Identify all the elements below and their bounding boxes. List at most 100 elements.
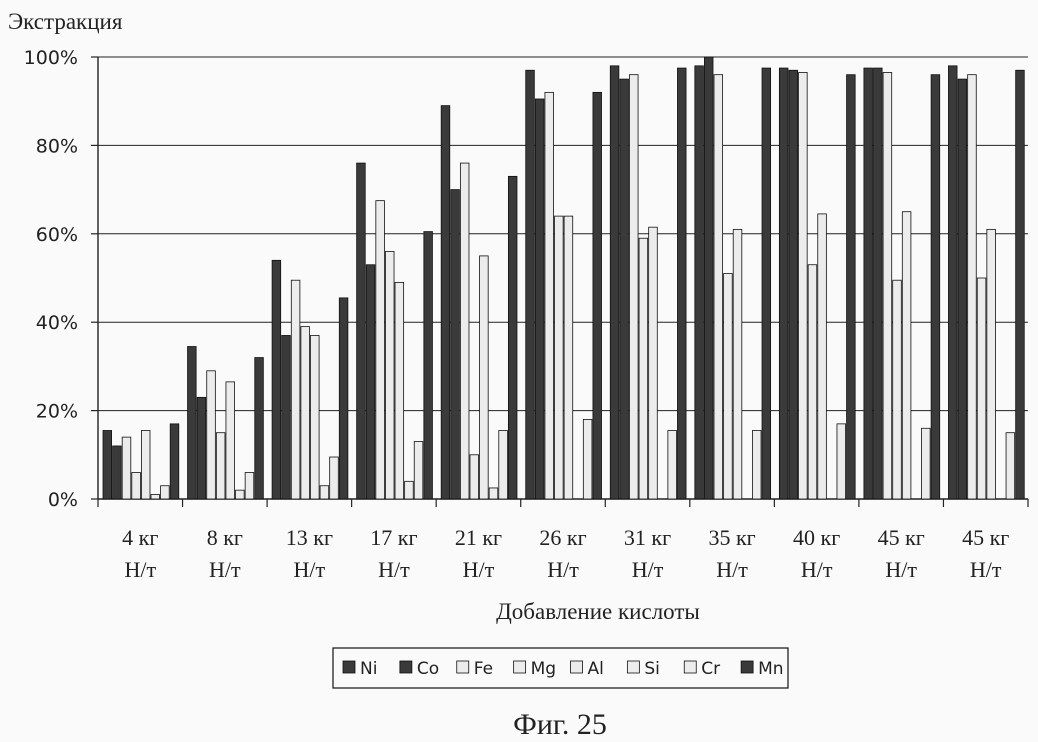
legend-label-cr: Cr (701, 659, 720, 679)
x-tick-label: Н/т (632, 557, 664, 582)
x-tick-label: 45 кг (962, 525, 1009, 550)
bar-fe (714, 75, 723, 499)
bar-mg (724, 274, 733, 499)
bar-co (113, 446, 122, 499)
y-axis-label: Экстракция (8, 9, 123, 34)
bar-cr (499, 430, 508, 499)
x-tick-label: Н/т (885, 557, 917, 582)
figure-caption: Фиг. 25 (513, 708, 607, 741)
x-tick-label: Н/т (124, 557, 156, 582)
x-tick-label: Н/т (970, 557, 1002, 582)
bar-mn (931, 75, 940, 499)
bar-co (535, 99, 544, 499)
x-tick-label: Н/т (463, 557, 495, 582)
bar-al (649, 227, 658, 499)
bar-al (733, 229, 742, 499)
bar-al (480, 256, 489, 499)
bar-co (366, 265, 375, 499)
x-tick-label: Н/т (378, 557, 410, 582)
legend-label-mn: Mn (758, 659, 783, 679)
legend-swatch-ni (343, 661, 355, 673)
x-tick-label: Н/т (209, 557, 241, 582)
x-tick-label: 13 кг (286, 525, 333, 550)
bar-mg (555, 216, 564, 499)
bar-si (151, 495, 160, 499)
bar-al (564, 216, 573, 499)
bar-ni (272, 260, 281, 499)
bar-mg (808, 265, 817, 499)
x-tick-label: 31 кг (624, 525, 671, 550)
x-tick-label: 8 кг (207, 525, 243, 550)
bar-fe (122, 437, 131, 499)
y-tick-label: 100% (24, 47, 78, 69)
bar-al (310, 335, 319, 499)
x-tick-label: 40 кг (793, 525, 840, 550)
bar-co (958, 79, 967, 499)
legend-label-fe: Fe (474, 659, 493, 679)
y-tick-label: 60% (36, 224, 78, 246)
bar-mg (639, 238, 648, 499)
legend-label-ni: Ni (360, 659, 377, 679)
bar-ni (695, 66, 704, 499)
legend-swatch-al (571, 661, 583, 673)
bar-si (489, 488, 498, 499)
bar-co (789, 70, 798, 499)
bar-mg (132, 472, 141, 499)
bar-mg (216, 433, 225, 499)
x-tick-label: 26 кг (539, 525, 586, 550)
x-tick-label: 4 кг (122, 525, 158, 550)
bar-mg (893, 280, 902, 499)
legend-swatch-co (400, 661, 412, 673)
y-tick-label: 40% (36, 312, 78, 334)
bar-mn (847, 75, 856, 499)
bar-mn (762, 68, 771, 499)
bar-cr (922, 428, 931, 499)
bar-ni (948, 66, 957, 499)
bar-mn (424, 232, 433, 499)
bar-fe (629, 75, 638, 499)
y-tick-label: 80% (36, 135, 78, 157)
bar-si (236, 490, 245, 499)
bar-fe (799, 72, 808, 499)
bar-al (226, 382, 235, 499)
bar-cr (837, 424, 846, 499)
x-tick-label: Н/т (547, 557, 579, 582)
bar-cr (752, 430, 761, 499)
bar-fe (460, 163, 469, 499)
bar-mn (593, 92, 602, 499)
bar-mn (1016, 70, 1025, 499)
bar-mg (301, 327, 310, 499)
x-tick-label: Н/т (294, 557, 326, 582)
bar-co (197, 397, 206, 499)
bar-al (141, 430, 150, 499)
bar-cr (668, 430, 677, 499)
bar-mn (255, 358, 264, 499)
legend-swatch-mn (741, 661, 753, 673)
bar-mg (470, 455, 479, 499)
bar-cr (161, 486, 170, 499)
bar-ni (779, 68, 788, 499)
bar-mn (339, 298, 348, 499)
bar-ni (103, 430, 112, 499)
bar-cr (245, 472, 254, 499)
bar-mn (677, 68, 686, 499)
bar-cr (414, 442, 423, 499)
bar-mn (170, 424, 179, 499)
x-tick-label: Н/т (716, 557, 748, 582)
legend-swatch-mg (514, 661, 526, 673)
bar-si (405, 481, 414, 499)
y-tick-label: 0% (48, 489, 78, 511)
bar-fe (291, 280, 300, 499)
bar-ni (441, 106, 450, 499)
legend-swatch-si (627, 661, 639, 673)
bar-co (704, 57, 713, 499)
bar-ni (188, 347, 197, 499)
legend-swatch-fe (457, 661, 469, 673)
bar-ni (610, 66, 619, 499)
bar-co (620, 79, 629, 499)
bar-ni (357, 163, 366, 499)
x-tick-label: 35 кг (708, 525, 755, 550)
bar-si (320, 486, 329, 499)
